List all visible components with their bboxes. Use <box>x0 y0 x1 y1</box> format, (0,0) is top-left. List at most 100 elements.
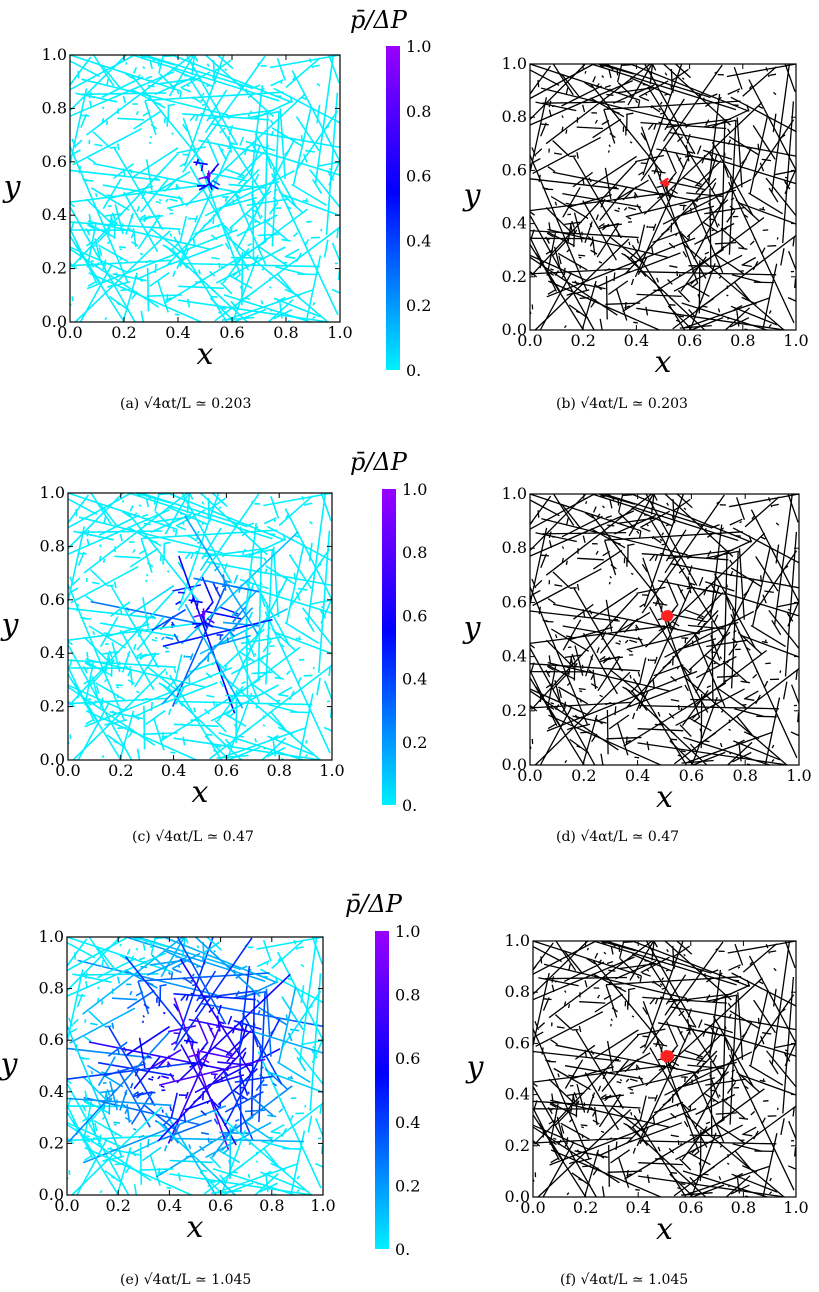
fracture-segment <box>289 95 293 103</box>
fracture-segment <box>584 81 594 89</box>
y-tick-label: 0.2 <box>39 1133 64 1152</box>
fracture-segment <box>529 214 595 331</box>
fracture-segment <box>68 590 175 706</box>
fracture-segment <box>784 168 797 195</box>
fracture-segment <box>640 96 650 102</box>
fracture-segment <box>540 122 547 137</box>
fracture-segment <box>125 665 131 671</box>
fracture-segment <box>763 1100 769 1102</box>
fracture-segment <box>685 731 773 764</box>
fracture-segment <box>131 74 205 165</box>
fracture-segment <box>226 1045 241 1063</box>
fracture-segment <box>263 112 269 242</box>
fracture-segment <box>297 946 304 949</box>
fracture-segment <box>624 639 629 644</box>
fracture-segment <box>787 600 800 627</box>
fracture-segment <box>688 582 696 586</box>
fracture-segment <box>545 207 575 236</box>
fracture-segment <box>601 1093 622 1100</box>
fracture-segment <box>628 685 683 708</box>
fracture-segment <box>248 1141 252 1146</box>
fracture-segment <box>254 220 258 223</box>
fracture-segment <box>328 160 341 186</box>
fracture-segment <box>662 125 675 142</box>
fracture-segment <box>113 1123 117 1126</box>
fracture-segment <box>581 280 597 331</box>
fracture-segment <box>748 79 797 171</box>
fracture-segment <box>104 1170 124 1185</box>
fracture-segment <box>176 936 227 1025</box>
fracture-segment <box>659 538 663 542</box>
fracture-segment <box>209 664 333 760</box>
fracture-segment <box>67 492 132 529</box>
fracture-segment <box>576 1149 580 1154</box>
fracture-segment <box>733 66 743 90</box>
fracture-segment <box>638 1075 644 1084</box>
fracture-segment <box>107 1041 128 1057</box>
fracture-segment <box>704 251 710 255</box>
fracture-segment <box>665 523 670 527</box>
fracture-segment <box>184 1091 189 1099</box>
fracture-segment <box>213 700 216 706</box>
fracture-segment <box>549 1103 557 1108</box>
fracture-segment <box>706 994 711 1001</box>
fracture-segment <box>328 173 335 181</box>
fracture-segment <box>676 583 687 602</box>
fracture-segment <box>694 1073 700 1080</box>
fracture-segment <box>578 687 586 691</box>
fracture-segment <box>320 228 323 232</box>
y-tick-label: 0.8 <box>39 979 64 998</box>
fracture-segment <box>267 735 314 756</box>
fracture-segment <box>316 82 321 87</box>
fracture-segment <box>146 956 188 976</box>
fracture-segment <box>265 988 272 1057</box>
fracture-segment <box>730 614 798 759</box>
fracture-segment <box>185 54 239 146</box>
fracture-segment <box>66 1121 123 1149</box>
fracture-segment <box>560 948 564 952</box>
fracture-segment <box>572 715 607 724</box>
colorbar-tick-label: 0.6 <box>402 606 427 625</box>
fracture-segment <box>625 1123 707 1198</box>
fracture-segment <box>687 283 710 297</box>
fracture-segment <box>148 141 152 145</box>
x-tick-label: 0.8 <box>266 761 291 780</box>
fracture-segment <box>139 252 144 256</box>
fracture-segment <box>254 738 258 743</box>
fracture-segment <box>209 1140 213 1144</box>
fracture-segment <box>704 1023 733 1034</box>
fracture-segment <box>649 606 709 713</box>
caption-d: (d) √4αt/L ≃ 0.47 <box>556 829 680 845</box>
fracture-segment <box>122 1103 128 1109</box>
fracture-segment <box>292 107 312 186</box>
y-tick-label: 0.0 <box>39 1185 64 1204</box>
fracture-segment <box>608 714 630 730</box>
fracture-segment <box>721 121 726 250</box>
fracture-segment <box>151 608 187 632</box>
fracture-segment <box>178 555 236 714</box>
panel-c: 0.0 0.2 0.4 0.6 0.8 1.00.00.20.40.60.81.0xy <box>0 483 345 810</box>
fracture-segment <box>119 629 155 691</box>
fracture-segment <box>225 694 257 697</box>
fracture-segment <box>548 1078 577 1106</box>
fracture-segment <box>548 670 552 674</box>
fracture-segment <box>312 1051 318 1059</box>
fracture-segment <box>174 313 180 316</box>
fracture-segment <box>568 963 571 971</box>
fracture-network-f <box>532 940 797 1198</box>
fracture-segment <box>591 63 737 111</box>
fracture-segment <box>269 119 274 125</box>
fracture-segment <box>586 958 596 965</box>
fracture-segment <box>274 265 305 275</box>
fracture-segment <box>709 969 719 974</box>
fracture-segment <box>205 1121 272 1159</box>
fracture-segment <box>610 1149 631 1164</box>
fracture-segment <box>752 994 795 1053</box>
fracture-segment <box>706 685 712 689</box>
fracture-segment <box>575 1044 596 1060</box>
fracture-segment <box>561 546 565 550</box>
fracture-segment <box>741 1126 757 1136</box>
fracture-segment <box>548 1119 556 1125</box>
fracture-segment <box>540 87 686 125</box>
fracture-segment <box>315 1162 324 1168</box>
